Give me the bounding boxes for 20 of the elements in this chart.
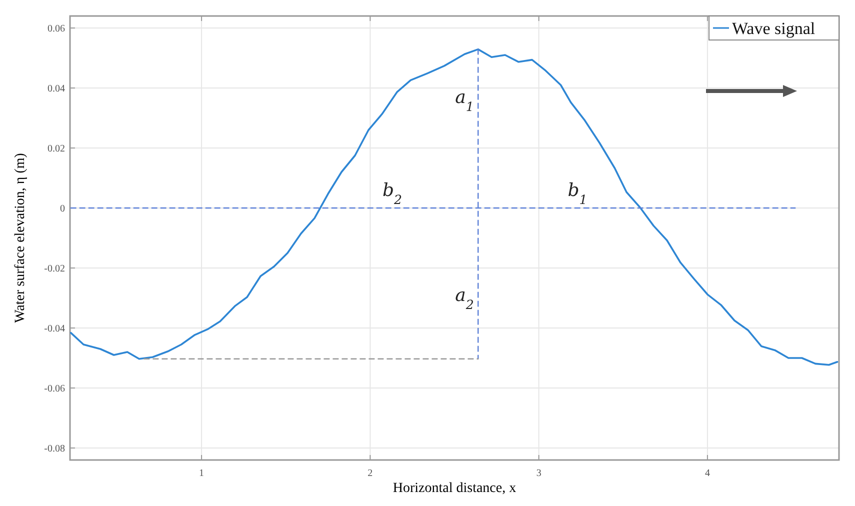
legend-label: Wave signal <box>732 19 816 38</box>
x-tick-label: 2 <box>368 468 373 479</box>
annotation: b$_{1}$ <box>568 180 588 206</box>
annotation: a$_{1}$ <box>455 87 474 114</box>
y-tick-label: 0.04 <box>48 84 65 94</box>
y-tick-label: -0.06 <box>44 384 65 394</box>
line-series <box>70 48 838 366</box>
x-tick-label: 4 <box>704 468 710 479</box>
y-tick-label: 0.06 <box>48 24 65 34</box>
annotation: b$_{2}$ <box>382 180 402 206</box>
annotation: a$_{2}$ <box>455 285 474 312</box>
y-tick-label: -0.04 <box>44 324 65 334</box>
y-tick-label: -0.02 <box>44 264 65 274</box>
y-tick-label: 0 <box>60 204 65 214</box>
x-tick-label: 1 <box>199 468 204 479</box>
y-axis-title: Water surface elevation, η (m) <box>13 152 28 323</box>
x-tick-label: 3 <box>536 468 542 479</box>
y-tick-label: 0.02 <box>48 144 65 154</box>
x-axis-title: Horizontal distance, x <box>392 481 516 496</box>
y-tick-label: -0.08 <box>44 444 65 454</box>
